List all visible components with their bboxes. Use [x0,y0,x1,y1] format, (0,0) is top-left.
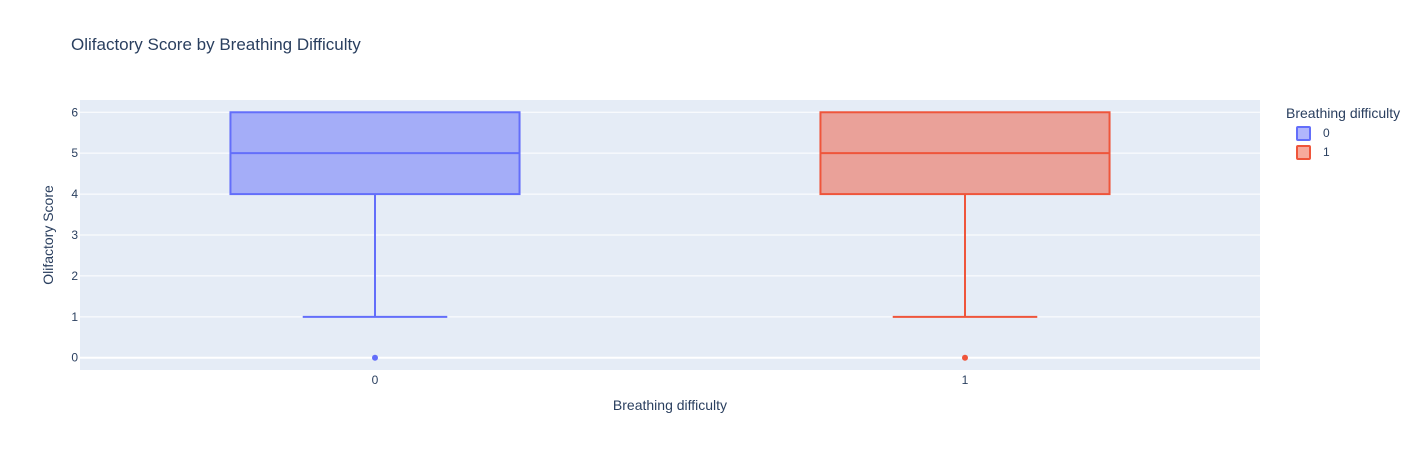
legend-items: 01 [1296,126,1330,160]
legend-swatch [1296,126,1311,141]
outlier-point [962,354,968,361]
legend-label: 0 [1323,126,1330,140]
y-tick-label: 2 [71,269,78,283]
y-tick-label: 1 [71,310,78,324]
y-axis-title: Olifactory Score [40,185,56,285]
y-tick-label: 6 [71,105,78,119]
x-tick-label: 0 [372,373,379,387]
outlier-point [372,354,378,361]
x-tick-label: 1 [962,373,969,387]
y-tick-label: 4 [71,187,78,201]
chart-title: Olifactory Score by Breathing Difficulty [71,35,361,54]
legend-swatch [1296,145,1311,160]
boxes [229,111,1111,361]
y-tick-label: 0 [71,351,78,365]
legend-label: 1 [1323,145,1330,159]
box-trace-1 [819,111,1111,361]
y-axis-ticks: 0 1 2 3 4 5 6 [71,105,78,364]
box-trace-0 [229,111,521,361]
legend: Breathing difficulty 01 [1286,105,1400,160]
x-axis-title: Breathing difficulty [613,397,727,413]
y-tick-label: 5 [71,146,78,160]
legend-title: Breathing difficulty [1286,105,1400,121]
y-tick-label: 3 [71,228,78,242]
